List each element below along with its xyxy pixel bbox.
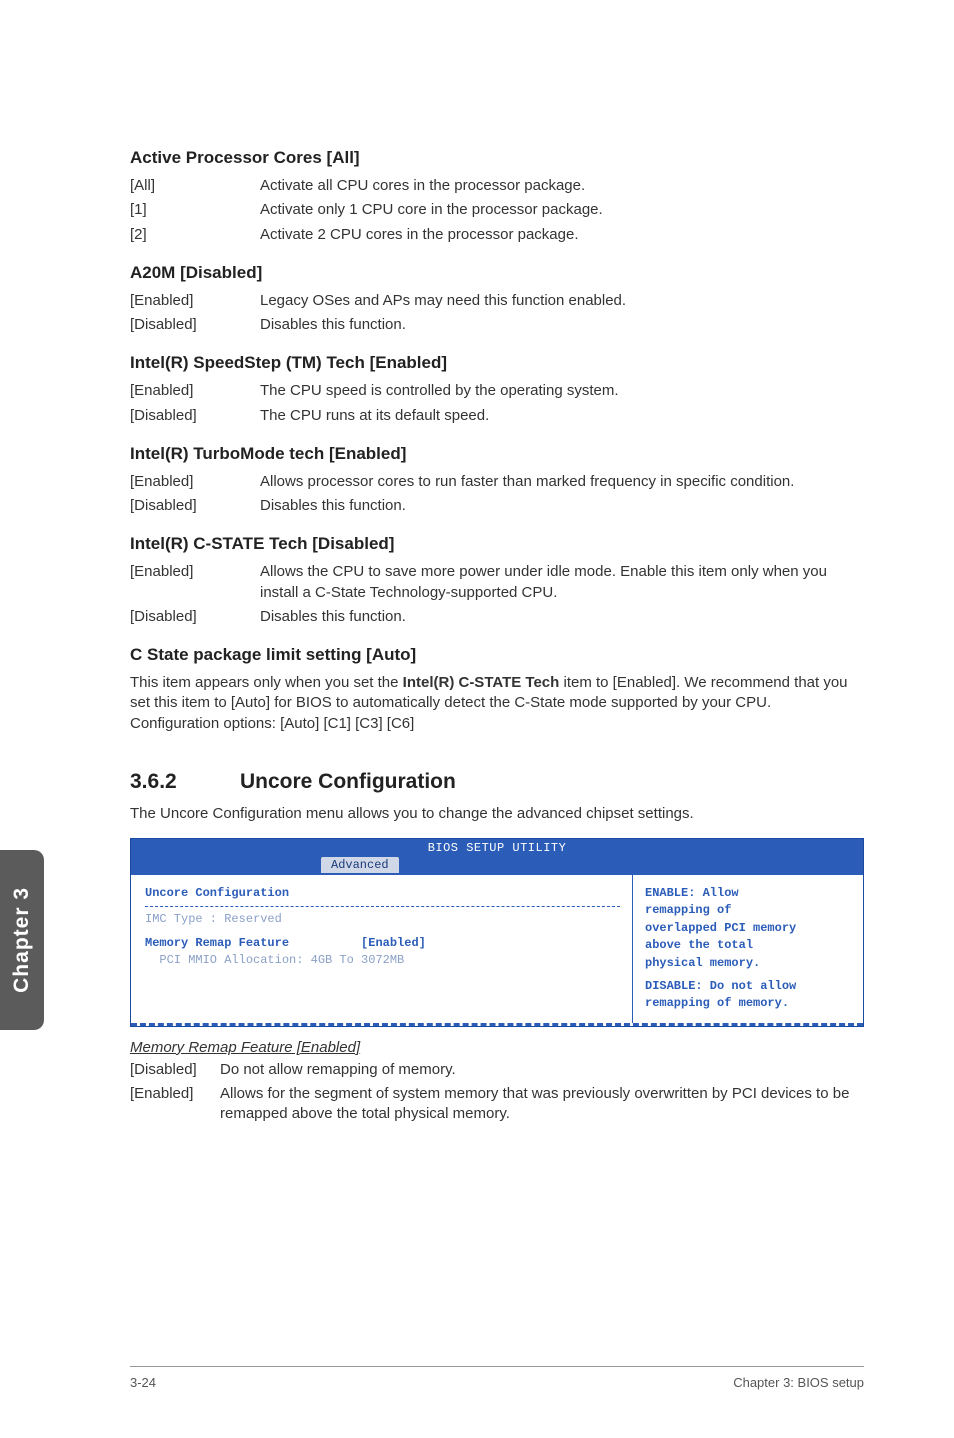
kv-key: [Enabled] bbox=[130, 381, 260, 401]
heading-body: The Uncore Configuration menu allows you… bbox=[130, 804, 864, 824]
heading-number: 3.6.2 bbox=[130, 770, 240, 794]
kv-val: Activate all CPU cores in the processor … bbox=[260, 176, 864, 196]
kv-key: [Enabled] bbox=[130, 1084, 220, 1125]
kv-key: [Enabled] bbox=[130, 472, 260, 492]
kv-row: [1] Activate only 1 CPU core in the proc… bbox=[130, 200, 864, 220]
heading-title: Uncore Configuration bbox=[240, 770, 456, 794]
kv-key: [Disabled] bbox=[130, 406, 260, 426]
bios-help-line: overlapped PCI memory bbox=[645, 920, 851, 937]
bios-line: Memory Remap Feature [Enabled] bbox=[145, 935, 620, 952]
chapter-side-tab-text: Chapter 3 bbox=[10, 887, 34, 993]
kv-val: Legacy OSes and APs may need this functi… bbox=[260, 291, 864, 311]
kv-val: Allows processor cores to run faster tha… bbox=[260, 472, 864, 492]
section-title-turbo: Intel(R) TurboMode tech [Enabled] bbox=[130, 444, 864, 464]
kv-row: [Enabled] Allows for the segment of syst… bbox=[130, 1084, 864, 1125]
kv-key: [Disabled] bbox=[130, 315, 260, 335]
page-footer: 3-24 Chapter 3: BIOS setup bbox=[130, 1366, 864, 1390]
bios-tabs: Advanced bbox=[131, 855, 863, 875]
kv-key: [Enabled] bbox=[130, 562, 260, 603]
kv-key: [All] bbox=[130, 176, 260, 196]
kv-row: [2] Activate 2 CPU cores in the processo… bbox=[130, 225, 864, 245]
bios-help-line: remapping of bbox=[645, 902, 851, 919]
bios-line: IMC Type : Reserved bbox=[145, 911, 620, 928]
bios-bottom-border bbox=[131, 1023, 863, 1026]
bios-help-line: physical memory. bbox=[645, 955, 851, 972]
kv-row: [Disabled] Disables this function. bbox=[130, 607, 864, 627]
section-title-active-cores: Active Processor Cores [All] bbox=[130, 148, 864, 168]
body-text-cstate-limit: This item appears only when you set the … bbox=[130, 673, 864, 734]
kv-row: [Disabled] Disables this function. bbox=[130, 496, 864, 516]
bios-right-panel: ENABLE: Allow remapping of overlapped PC… bbox=[633, 875, 863, 1023]
kv-row: [Enabled] Legacy OSes and APs may need t… bbox=[130, 291, 864, 311]
kv-val: Disables this function. bbox=[260, 496, 864, 516]
kv-val: Activate 2 CPU cores in the processor pa… bbox=[260, 225, 864, 245]
kv-val: Disables this function. bbox=[260, 315, 864, 335]
footer-chapter-title: Chapter 3: BIOS setup bbox=[733, 1375, 864, 1390]
kv-row: [Disabled] Disables this function. bbox=[130, 315, 864, 335]
section-title-cstate: Intel(R) C-STATE Tech [Disabled] bbox=[130, 534, 864, 554]
bios-help-line: ENABLE: Allow bbox=[645, 885, 851, 902]
section-title-speedstep: Intel(R) SpeedStep (TM) Tech [Enabled] bbox=[130, 353, 864, 373]
bios-separator bbox=[145, 906, 620, 907]
kv-key: [Disabled] bbox=[130, 496, 260, 516]
kv-val: The CPU runs at its default speed. bbox=[260, 406, 864, 426]
kv-val: The CPU speed is controlled by the opera… bbox=[260, 381, 864, 401]
bold-span: Intel(R) C-STATE Tech bbox=[403, 674, 560, 691]
bios-help-line: above the total bbox=[645, 937, 851, 954]
kv-row: [Enabled] Allows the CPU to save more po… bbox=[130, 562, 864, 603]
subsection-title-memory-remap: Memory Remap Feature [Enabled] bbox=[130, 1039, 864, 1056]
heading-row: 3.6.2 Uncore Configuration bbox=[130, 770, 864, 794]
kv-val: Disables this function. bbox=[260, 607, 864, 627]
bios-left-panel: Uncore Configuration IMC Type : Reserved… bbox=[131, 875, 633, 1023]
kv-row: [Disabled] Do not allow remapping of mem… bbox=[130, 1060, 864, 1080]
kv-row: [Enabled] The CPU speed is controlled by… bbox=[130, 381, 864, 401]
kv-row: [Enabled] Allows processor cores to run … bbox=[130, 472, 864, 492]
page-content: Active Processor Cores [All] [All] Activ… bbox=[0, 0, 954, 1438]
bios-help-line: remapping of memory. bbox=[645, 995, 851, 1012]
bios-tab-advanced: Advanced bbox=[321, 857, 399, 873]
kv-val: Do not allow remapping of memory. bbox=[220, 1060, 864, 1080]
kv-row: [All] Activate all CPU cores in the proc… bbox=[130, 176, 864, 196]
bios-line: PCI MMIO Allocation: 4GB To 3072MB bbox=[145, 952, 620, 969]
bios-header: BIOS SETUP UTILITY bbox=[131, 839, 863, 855]
kv-key: [Disabled] bbox=[130, 607, 260, 627]
bios-body: Uncore Configuration IMC Type : Reserved… bbox=[131, 875, 863, 1023]
footer-page-number: 3-24 bbox=[130, 1375, 156, 1390]
bios-help-line: DISABLE: Do not allow bbox=[645, 978, 851, 995]
kv-key: [1] bbox=[130, 200, 260, 220]
kv-key: [2] bbox=[130, 225, 260, 245]
kv-val: Allows for the segment of system memory … bbox=[220, 1084, 864, 1125]
kv-row: [Disabled] The CPU runs at its default s… bbox=[130, 406, 864, 426]
section-title-a20m: A20M [Disabled] bbox=[130, 263, 864, 283]
kv-val: Allows the CPU to save more power under … bbox=[260, 562, 864, 603]
section-title-cstate-limit: C State package limit setting [Auto] bbox=[130, 645, 864, 665]
chapter-side-tab: Chapter 3 bbox=[0, 850, 44, 1030]
bios-setup-box: BIOS SETUP UTILITY Advanced Uncore Confi… bbox=[130, 838, 864, 1027]
kv-key: [Disabled] bbox=[130, 1060, 220, 1080]
bios-line: Uncore Configuration bbox=[145, 885, 620, 902]
kv-key: [Enabled] bbox=[130, 291, 260, 311]
kv-val: Activate only 1 CPU core in the processo… bbox=[260, 200, 864, 220]
